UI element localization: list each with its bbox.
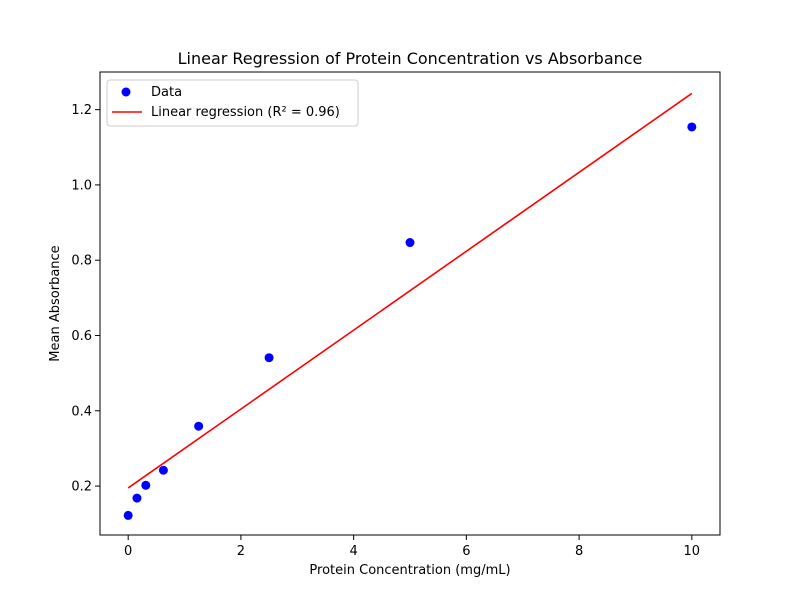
data-point — [158, 465, 168, 475]
x-tick-label: 10 — [684, 544, 701, 559]
legend-box — [106, 79, 359, 127]
data-point — [405, 238, 415, 248]
x-tick-label: 4 — [349, 544, 357, 559]
legend-entry-data: Data — [151, 85, 182, 100]
regression-line — [127, 92, 693, 489]
data-point — [264, 353, 274, 363]
plot-series — [123, 92, 697, 520]
x-tick-label: 0 — [124, 544, 132, 559]
y-tick-label: 0.6 — [71, 329, 92, 344]
plot-area-frame — [99, 71, 721, 536]
chart-title: Linear Regression of Protein Concentrati… — [178, 49, 643, 68]
x-tick-label: 6 — [462, 544, 470, 559]
y-axis-label: Mean Absorbance — [48, 245, 63, 361]
y-axis: 0.2 0.4 0.6 0.8 1.0 1.2 — [71, 103, 100, 495]
data-point — [123, 510, 133, 520]
data-point — [194, 421, 204, 431]
legend-scatter-marker — [121, 87, 131, 97]
y-tick-label: 1.0 — [71, 178, 92, 193]
legend: Data Linear regression (R² = 0.96) — [106, 79, 359, 127]
data-point — [132, 493, 142, 503]
data-point — [687, 122, 697, 132]
x-axis: 0 2 4 6 8 10 — [124, 535, 700, 559]
y-tick-label: 1.2 — [71, 103, 92, 118]
y-tick-label: 0.8 — [71, 254, 92, 269]
x-axis-label: Protein Concentration (mg/mL) — [309, 563, 510, 578]
legend-entry-regression: Linear regression (R² = 0.96) — [151, 105, 340, 120]
x-tick-label: 2 — [237, 544, 245, 559]
y-tick-label: 0.4 — [71, 404, 92, 419]
data-point — [141, 480, 151, 490]
y-tick-label: 0.2 — [71, 480, 92, 495]
x-tick-label: 8 — [575, 544, 583, 559]
